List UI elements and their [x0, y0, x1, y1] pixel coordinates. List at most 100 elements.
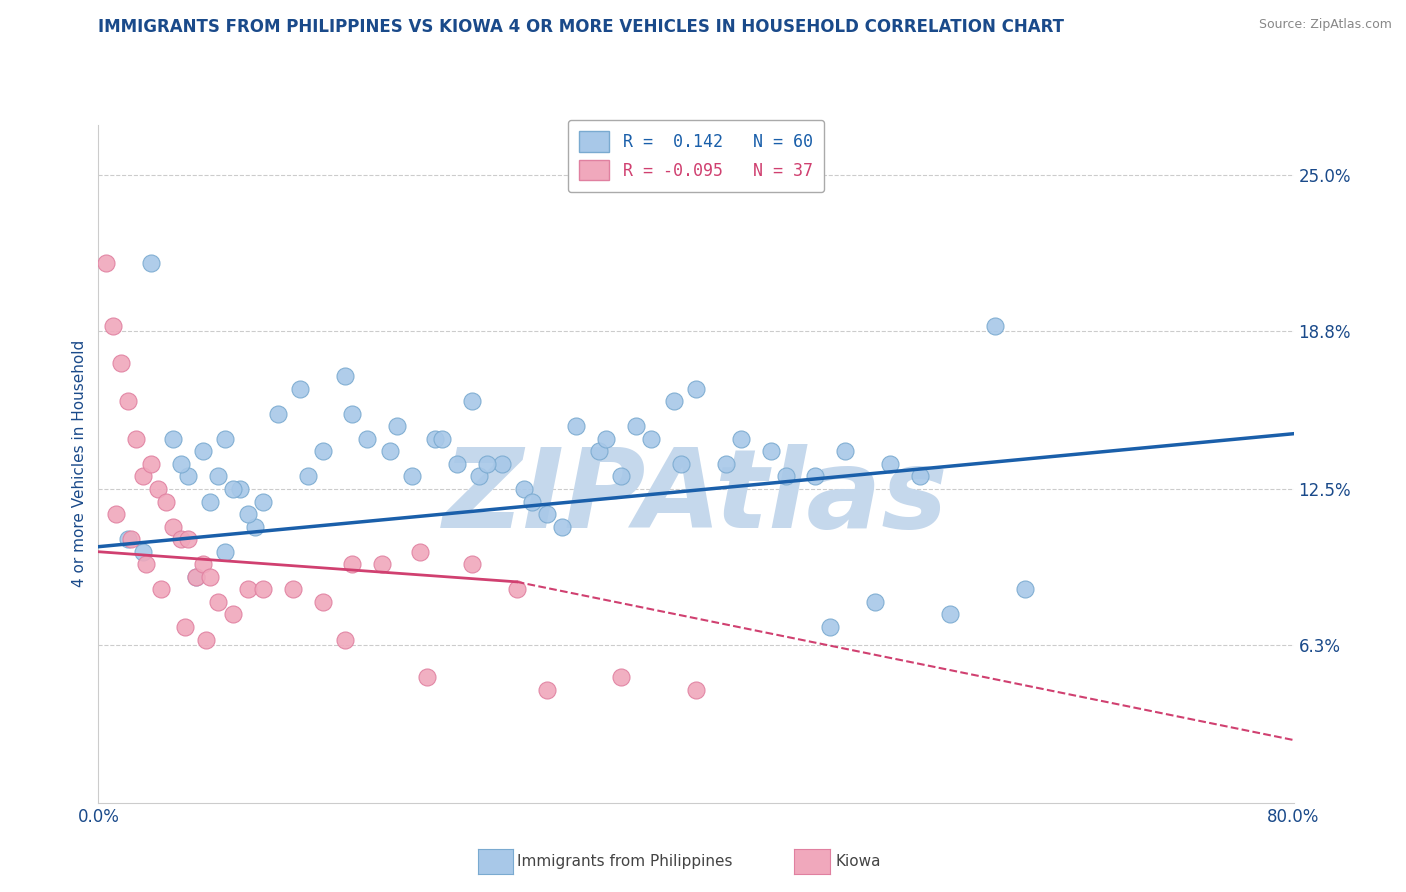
Point	[333, 368, 356, 383]
Point	[132, 545, 155, 559]
Point	[685, 682, 707, 697]
Point	[110, 356, 132, 370]
Point	[536, 682, 558, 697]
Point	[222, 482, 245, 496]
Point	[759, 444, 782, 458]
Point	[207, 469, 229, 483]
Point	[120, 532, 142, 546]
Point	[184, 570, 207, 584]
Point	[162, 432, 184, 446]
Point	[177, 532, 200, 546]
Point	[132, 469, 155, 483]
Point	[550, 519, 572, 533]
Point	[685, 382, 707, 396]
Point	[565, 419, 588, 434]
Point	[103, 318, 125, 333]
Point	[139, 256, 162, 270]
Text: Immigrants from Philippines: Immigrants from Philippines	[517, 855, 733, 869]
Text: Kiowa: Kiowa	[835, 855, 880, 869]
Point	[169, 457, 191, 471]
Text: IMMIGRANTS FROM PHILIPPINES VS KIOWA 4 OR MORE VEHICLES IN HOUSEHOLD CORRELATION: IMMIGRANTS FROM PHILIPPINES VS KIOWA 4 O…	[98, 18, 1064, 36]
Point	[162, 519, 184, 533]
Point	[194, 632, 218, 647]
Point	[378, 444, 401, 458]
Point	[416, 670, 439, 684]
Point	[610, 670, 633, 684]
Point	[252, 494, 274, 508]
Point	[174, 620, 197, 634]
Point	[288, 382, 311, 396]
Point	[610, 469, 633, 483]
Point	[342, 558, 364, 572]
Point	[520, 494, 543, 508]
Point	[105, 507, 128, 521]
Point	[333, 632, 356, 647]
Y-axis label: 4 or more Vehicles in Household: 4 or more Vehicles in Household	[72, 340, 87, 588]
Point	[385, 419, 409, 434]
Point	[356, 432, 378, 446]
Point	[714, 457, 737, 471]
Point	[117, 394, 139, 409]
Point	[804, 469, 827, 483]
Point	[297, 469, 319, 483]
Point	[662, 394, 685, 409]
Point	[245, 519, 267, 533]
Point	[311, 444, 333, 458]
Point	[1014, 582, 1036, 597]
Point	[820, 620, 842, 634]
Point	[222, 607, 245, 622]
Point	[200, 494, 222, 508]
Point	[640, 432, 662, 446]
Point	[371, 558, 394, 572]
Point	[730, 432, 752, 446]
Point	[513, 482, 536, 496]
Point	[236, 507, 259, 521]
Point	[983, 318, 1005, 333]
Point	[834, 444, 856, 458]
Point	[311, 595, 333, 609]
Point	[475, 457, 498, 471]
Point	[214, 432, 236, 446]
Point	[506, 582, 529, 597]
Point	[461, 558, 484, 572]
Point	[775, 469, 797, 483]
Text: Source: ZipAtlas.com: Source: ZipAtlas.com	[1258, 18, 1392, 31]
Text: ZIPAtlas: ZIPAtlas	[443, 444, 949, 551]
Point	[150, 582, 173, 597]
Point	[148, 482, 170, 496]
Point	[214, 545, 236, 559]
Point	[117, 532, 139, 546]
Point	[207, 595, 229, 609]
Point	[200, 570, 222, 584]
Point	[169, 532, 191, 546]
Point	[468, 469, 491, 483]
Point	[191, 444, 214, 458]
Point	[908, 469, 931, 483]
Point	[423, 432, 446, 446]
Point	[669, 457, 692, 471]
Point	[446, 457, 468, 471]
Point	[863, 595, 886, 609]
Point	[229, 482, 252, 496]
Point	[267, 407, 290, 421]
Point	[125, 432, 148, 446]
Point	[342, 407, 364, 421]
Point	[624, 419, 647, 434]
Point	[236, 582, 259, 597]
Point	[939, 607, 962, 622]
Point	[491, 457, 513, 471]
Point	[94, 256, 117, 270]
Point	[879, 457, 901, 471]
Point	[191, 558, 214, 572]
Point	[139, 457, 162, 471]
Point	[401, 469, 423, 483]
Point	[252, 582, 274, 597]
Point	[155, 494, 177, 508]
Point	[281, 582, 304, 597]
Point	[461, 394, 484, 409]
Point	[184, 570, 207, 584]
Point	[430, 432, 453, 446]
Point	[536, 507, 558, 521]
Point	[588, 444, 610, 458]
Point	[135, 558, 157, 572]
